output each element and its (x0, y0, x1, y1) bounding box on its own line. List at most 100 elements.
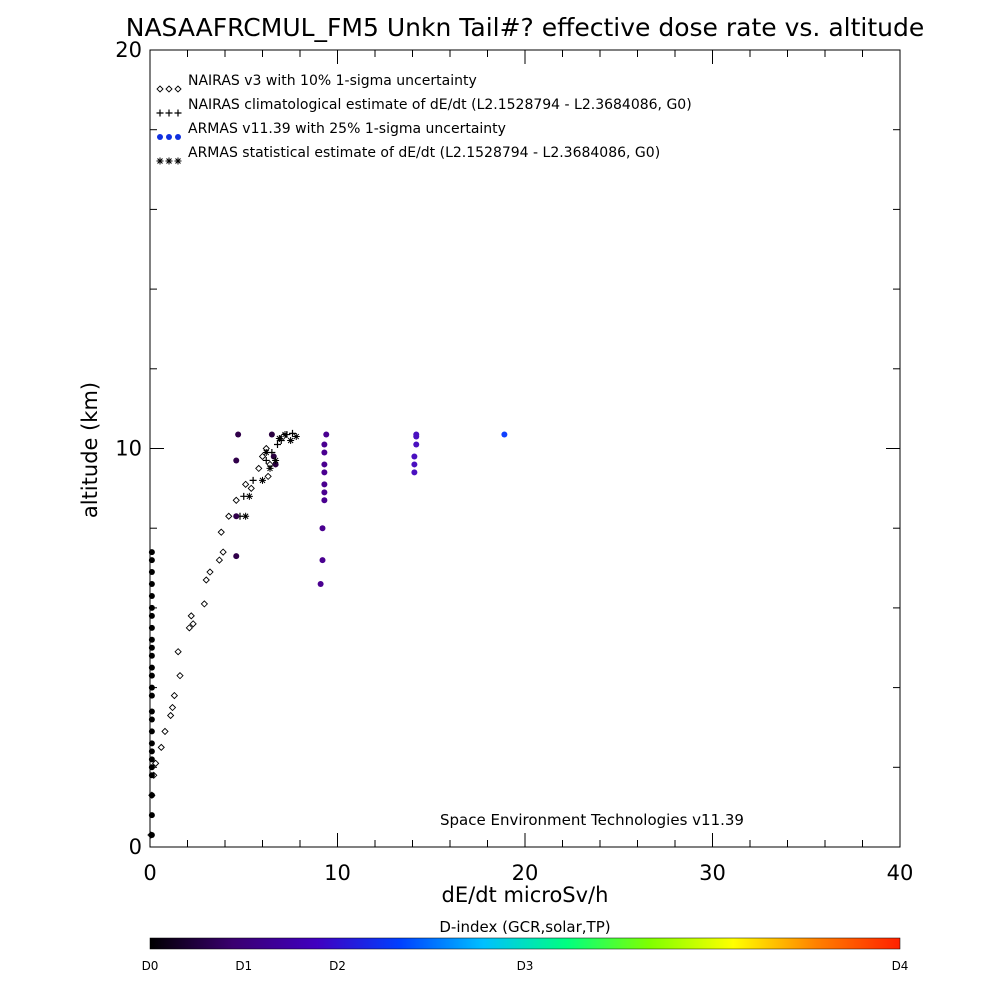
legend-marker (156, 157, 164, 165)
armas-statistical-point (272, 456, 280, 464)
legend-marker (165, 157, 173, 165)
armas-point (321, 441, 328, 448)
nairas-climatological-point (289, 429, 296, 437)
nairas-climatological-point (262, 456, 270, 464)
y-tick-label: 0 (129, 835, 142, 859)
armas-statistical-point (242, 512, 250, 520)
armas-point (148, 764, 155, 771)
colorbar-label: D1 (235, 959, 252, 973)
armas-point (148, 684, 155, 691)
armas-point (148, 740, 155, 747)
nairas-climatological-point (274, 441, 281, 449)
legend-marker (174, 157, 182, 165)
x-tick-label: 0 (143, 861, 156, 885)
legend-marker (174, 109, 182, 117)
armas-point (233, 553, 240, 560)
armas-point (148, 756, 155, 763)
armas-point (233, 513, 240, 520)
armas-point (413, 441, 420, 448)
nairas-v3-point (174, 648, 182, 656)
armas-point (148, 672, 155, 679)
armas-point (321, 497, 328, 504)
armas-point (148, 604, 155, 611)
nairas-v3-point (200, 600, 209, 608)
armas-statistical-point (281, 431, 289, 439)
y-tick-label: 20 (115, 38, 142, 62)
data-marks (147, 429, 508, 839)
armas-point (148, 792, 155, 799)
nairas-v3-point (219, 548, 227, 556)
armas-point (317, 580, 324, 587)
nairas-v3-point (225, 512, 233, 520)
legend-marker (156, 85, 164, 93)
x-tick-label: 10 (324, 861, 351, 885)
nairas-v3-point (168, 703, 177, 712)
chart-title: NASAAFRCMUL_FM5 Unkn Tail#? effective do… (126, 13, 925, 42)
armas-point (319, 525, 326, 532)
armas-point (411, 469, 418, 476)
nairas-v3-point (185, 624, 194, 632)
nairas-v3-point (247, 484, 255, 492)
legend-marker (165, 85, 173, 93)
annotation: Space Environment Technologies v11.39 (440, 811, 744, 829)
armas-point (321, 461, 328, 468)
colorbar-label: D4 (892, 959, 909, 973)
nairas-v3-point (206, 568, 214, 576)
armas-statistical-point (292, 433, 300, 441)
armas-point (148, 636, 155, 643)
nairas-v3-point (264, 472, 272, 481)
armas-point (148, 832, 155, 839)
armas-point (411, 461, 418, 468)
x-tick-label: 40 (887, 861, 914, 885)
nairas-v3-point (187, 612, 195, 620)
legend-label: NAIRAS v3 with 10% 1-sigma uncertainty (188, 73, 477, 89)
armas-point (268, 431, 275, 438)
legend-marker (175, 134, 181, 140)
armas-point (235, 431, 242, 438)
armas-point (413, 431, 420, 438)
armas-point (148, 612, 155, 619)
x-axis-label: dE/dt microSv/h (442, 883, 609, 907)
colorbar (149, 937, 901, 950)
armas-statistical-point (259, 476, 266, 484)
armas-point (148, 569, 155, 576)
armas-statistical-point (275, 435, 283, 443)
legend-marker (174, 85, 182, 93)
plot-frame (149, 49, 901, 848)
armas-point (319, 557, 326, 564)
armas-point (148, 557, 155, 564)
armas-point (411, 453, 418, 460)
nairas-v3-point (255, 464, 263, 473)
nairas-v3-point (161, 727, 169, 736)
legend-label: NAIRAS climatological estimate of dE/dt … (188, 97, 692, 113)
nairas-v3-point (232, 496, 240, 504)
armas-point (148, 748, 155, 755)
armas-point (148, 664, 155, 671)
legend-marker (166, 134, 172, 140)
armas-point (321, 469, 328, 476)
armas-point (148, 708, 155, 715)
armas-statistical-point (245, 492, 253, 500)
armas-statistical-point (287, 437, 295, 445)
armas-point (321, 489, 328, 496)
armas-point (148, 716, 155, 723)
armas-point (272, 461, 279, 468)
axis-tick-labels: 0 10 20 30 40 0 10 20 (115, 38, 913, 885)
nairas-v3-point (258, 452, 267, 461)
legend-marker (157, 134, 163, 140)
armas-point (321, 449, 328, 456)
legend: NAIRAS v3 with 10% 1-sigma uncertainty NA… (156, 73, 692, 165)
armas-point (148, 592, 155, 599)
nairas-v3-point (176, 672, 184, 680)
colorbar-labels: D0 D1 D2 D3 D4 (142, 959, 909, 973)
y-tick-label: 10 (115, 437, 142, 461)
colorbar-label: D3 (517, 959, 534, 973)
nairas-v3-point (170, 691, 179, 700)
armas-point (148, 692, 155, 699)
armas-point (323, 431, 330, 438)
colorbar-label: D2 (329, 959, 346, 973)
nairas-v3-point (217, 528, 225, 536)
armas-point (148, 644, 155, 651)
armas-point (148, 772, 155, 779)
armas-point (148, 652, 155, 659)
